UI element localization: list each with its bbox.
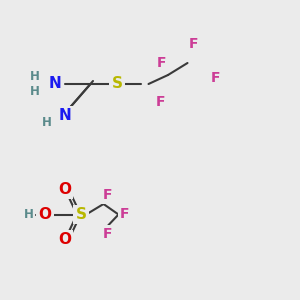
Text: O: O xyxy=(38,207,52,222)
Text: F: F xyxy=(157,56,167,70)
Text: F: F xyxy=(189,37,198,50)
Text: S: S xyxy=(76,207,86,222)
Text: O: O xyxy=(58,232,71,247)
Text: F: F xyxy=(120,208,129,221)
Text: N: N xyxy=(49,76,62,92)
Text: O: O xyxy=(58,182,71,196)
Text: H: H xyxy=(42,116,51,130)
Text: H: H xyxy=(24,208,33,221)
Text: H: H xyxy=(30,85,39,98)
Text: N: N xyxy=(58,108,71,123)
Text: F: F xyxy=(211,71,221,85)
Text: S: S xyxy=(112,76,122,92)
Text: F: F xyxy=(103,227,113,241)
Text: H: H xyxy=(30,70,39,83)
Text: F: F xyxy=(156,95,165,109)
Text: F: F xyxy=(103,188,113,202)
